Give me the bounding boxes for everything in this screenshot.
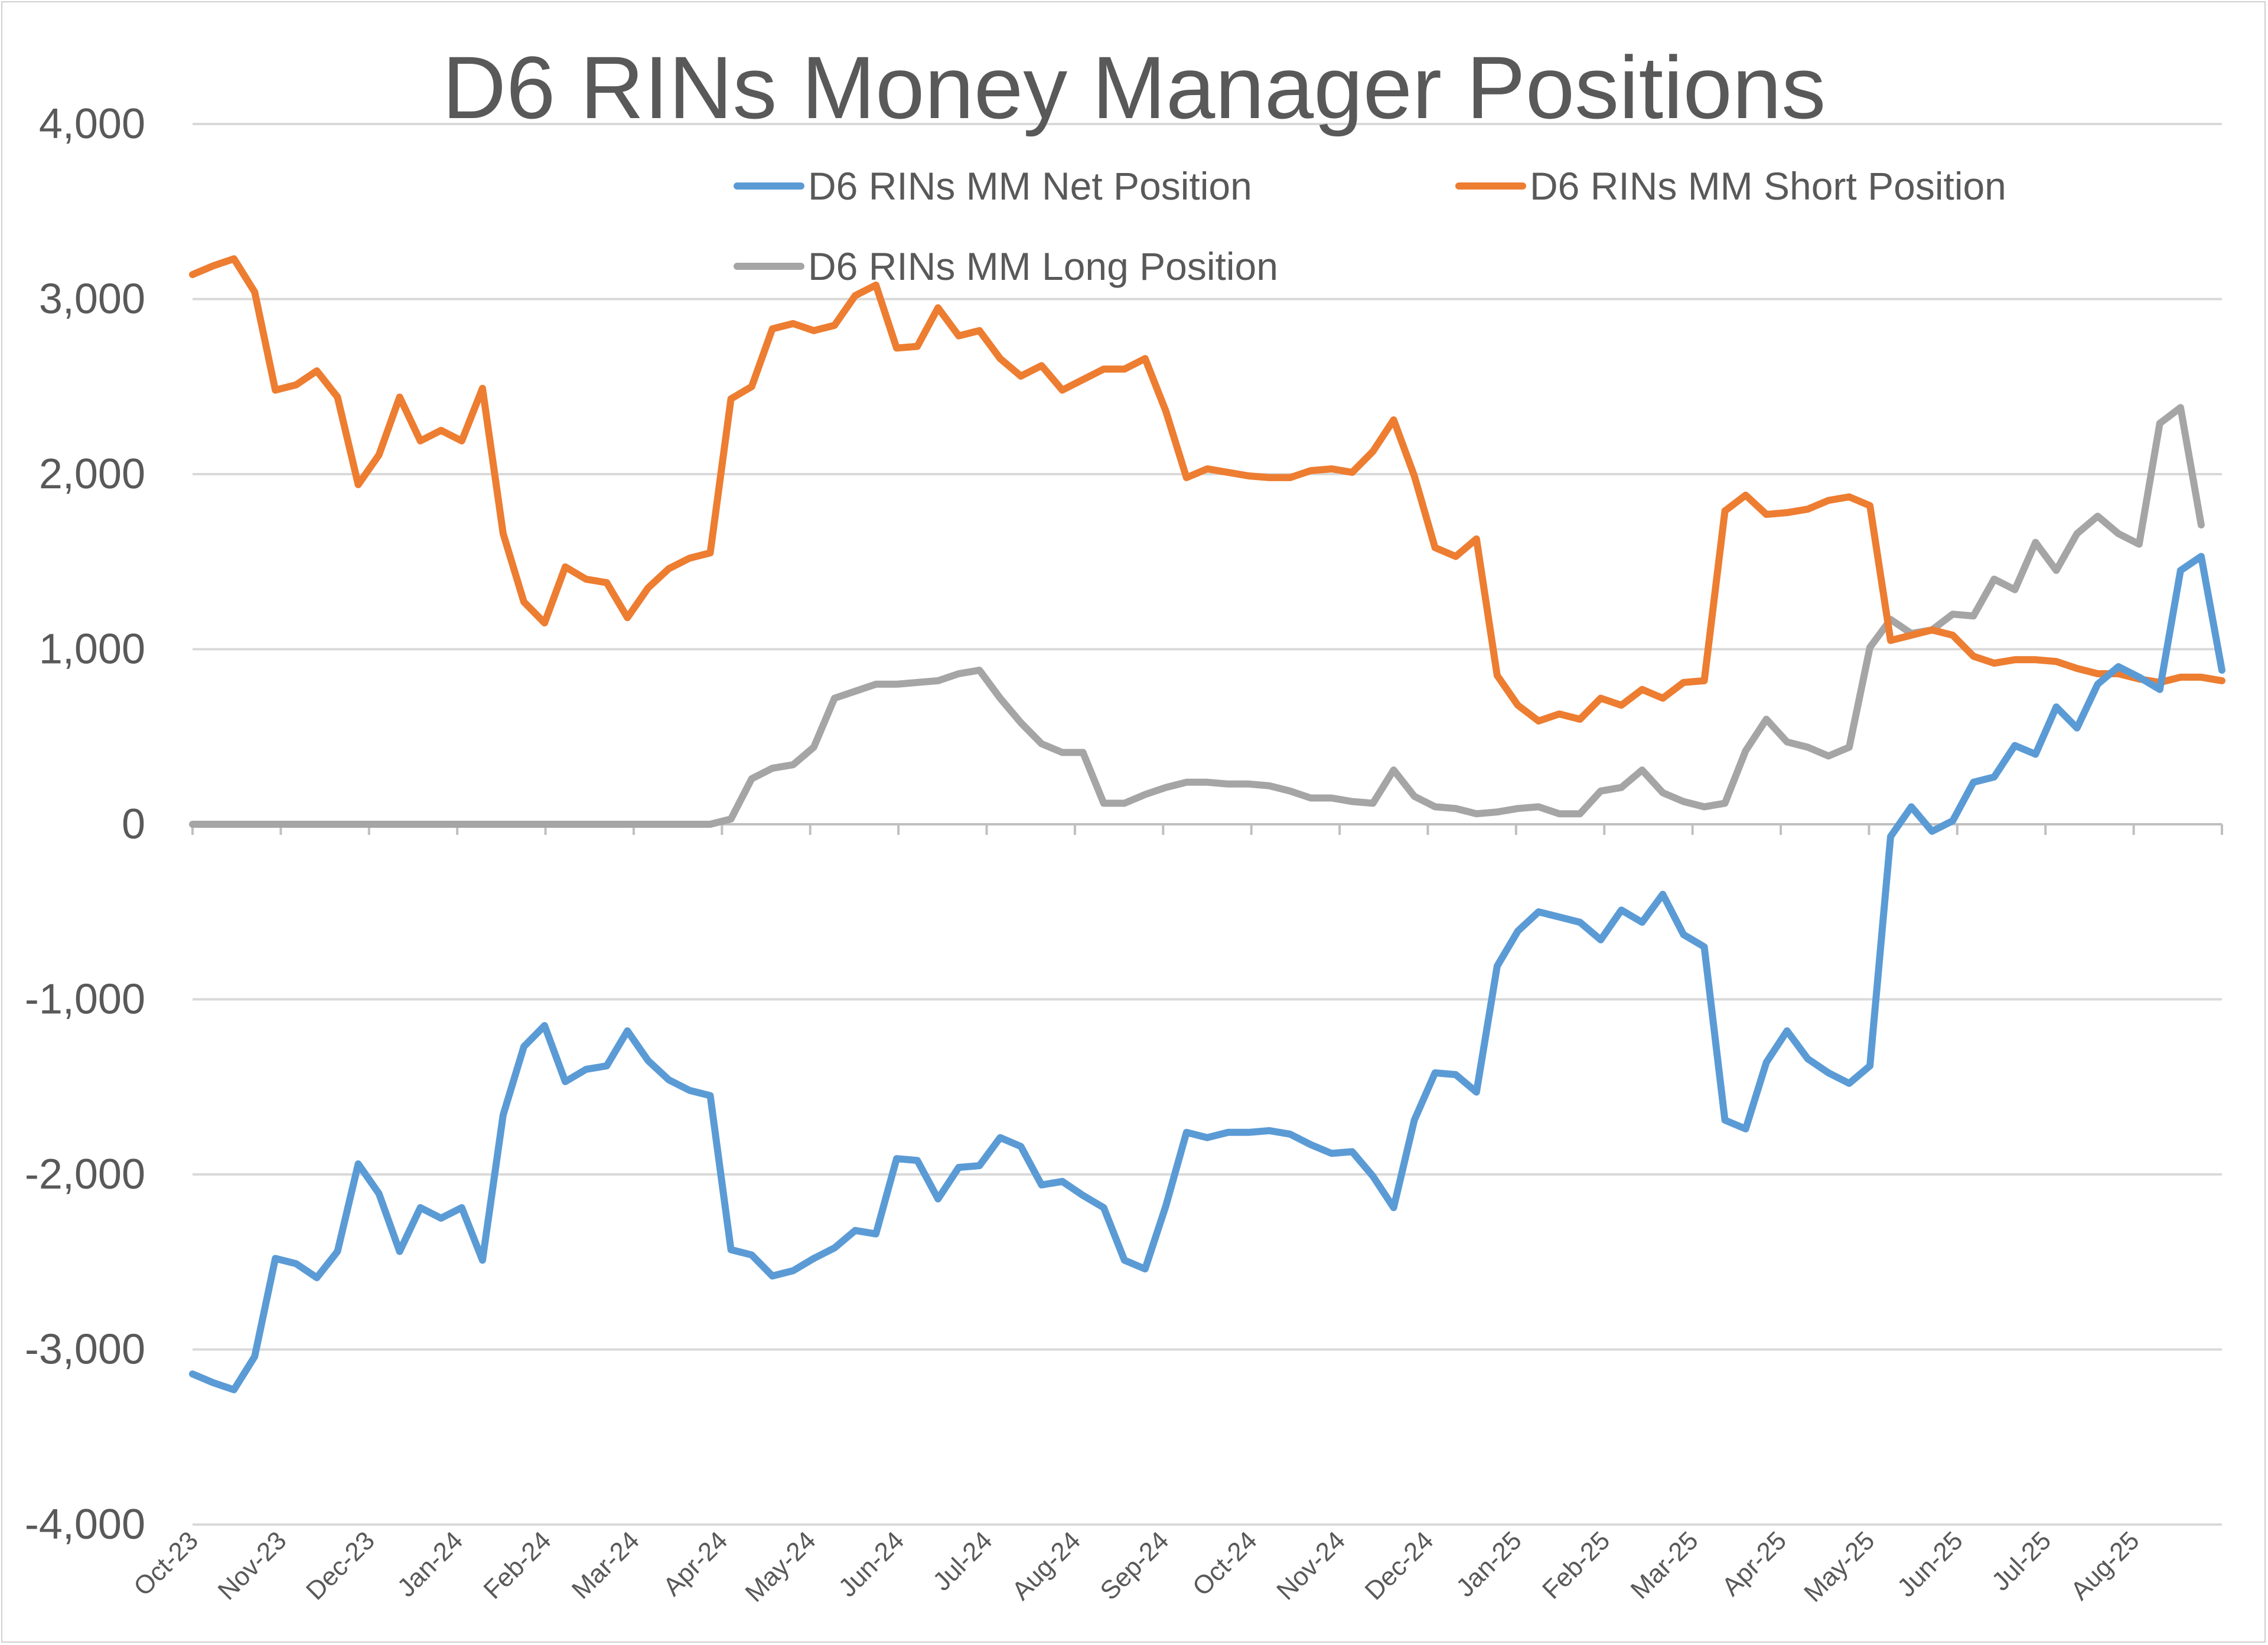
x-tick-label: Oct-24 — [1187, 1526, 1263, 1601]
x-tick-label: Jan-25 — [1451, 1526, 1527, 1602]
x-tick-label: Apr-25 — [1716, 1526, 1792, 1601]
x-tick-label: Jul-24 — [927, 1526, 998, 1596]
series-lines — [189, 255, 2225, 1393]
legend-label-long: D6 RINs MM Long Position — [808, 244, 1278, 288]
gridlines — [193, 123, 2222, 1526]
x-tick-label: May-24 — [739, 1526, 821, 1607]
series-line-short — [189, 255, 2225, 725]
x-tick-label: Mar-24 — [566, 1526, 645, 1604]
legend-item-long: D6 RINs MM Long Position — [734, 240, 1278, 293]
legend-item-short: D6 RINs MM Short Position — [1455, 159, 2006, 213]
y-tick-label: 0 — [122, 801, 145, 848]
y-tick-label: -1,000 — [25, 976, 145, 1023]
x-tick-label: Jul-25 — [1986, 1526, 2057, 1596]
x-tick-label: Dec-24 — [1360, 1526, 1439, 1605]
y-tick-label: 1,000 — [39, 626, 145, 673]
x-tick-label: Aug-25 — [2065, 1526, 2145, 1605]
x-tick-label: Jun-25 — [1892, 1526, 1969, 1602]
y-tick-label: 3,000 — [39, 276, 145, 323]
legend-swatch-net — [734, 182, 804, 190]
y-axis: 4,000 3,000 2,000 1,000 0 -1,000 -2,000 -3,000 -… — [25, 100, 145, 1548]
x-tick-label: Jun-24 — [833, 1526, 910, 1602]
x-tick-label: Feb-24 — [478, 1526, 556, 1604]
x-tick-label: May-25 — [1798, 1526, 1880, 1607]
legend-item-net: D6 RINs MM Net Position — [734, 159, 1252, 213]
x-tick-label: Nov-23 — [213, 1526, 292, 1605]
series-line-net — [189, 553, 2225, 1393]
legend-label-short: D6 RINs MM Short Position — [1530, 164, 2006, 208]
x-tick-label: Jan-24 — [392, 1526, 468, 1602]
chart-title: D6 RINs Money Manager Positions — [442, 38, 1826, 137]
y-tick-label: -4,000 — [25, 1501, 145, 1548]
series-line-long — [189, 404, 2205, 828]
x-tick-label: Apr-24 — [657, 1526, 733, 1601]
y-tick-label: 2,000 — [39, 451, 145, 498]
x-tick-label: Dec-23 — [301, 1526, 380, 1605]
legend-swatch-short — [1455, 182, 1526, 190]
x-tick-label: Feb-25 — [1537, 1526, 1615, 1604]
x-tick-label: Nov-24 — [1271, 1526, 1351, 1605]
legend-swatch-long — [734, 263, 804, 270]
legend-label-net: D6 RINs MM Net Position — [808, 164, 1252, 208]
y-tick-label: -2,000 — [25, 1151, 145, 1198]
y-tick-label: -3,000 — [25, 1326, 145, 1373]
x-tick-label: Mar-25 — [1625, 1526, 1704, 1604]
y-tick-label: 4,000 — [39, 100, 145, 148]
x-tick-label: Aug-24 — [1006, 1526, 1086, 1605]
x-tick-label: Sep-24 — [1094, 1526, 1174, 1605]
